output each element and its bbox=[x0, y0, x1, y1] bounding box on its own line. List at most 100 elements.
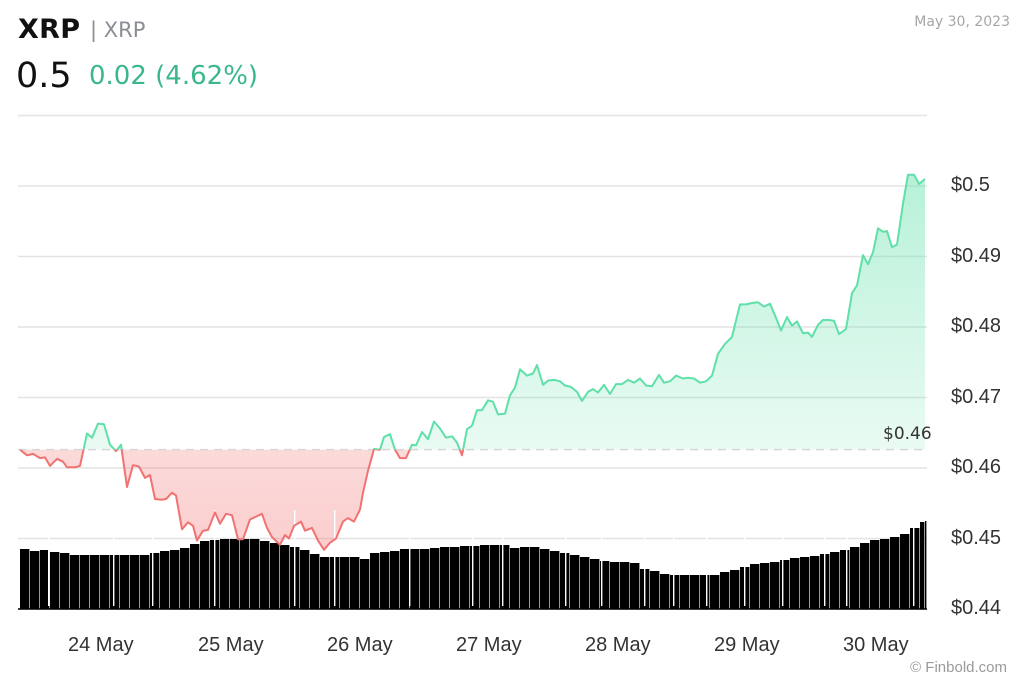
area-fill bbox=[20, 449, 464, 550]
volume-bar bbox=[90, 555, 100, 609]
volume-bar bbox=[810, 556, 820, 609]
volume-bar bbox=[110, 555, 120, 609]
volume-bar bbox=[410, 549, 420, 609]
volume-separator bbox=[409, 510, 411, 606]
current-price: 0.5 bbox=[16, 56, 72, 96]
volume-bar bbox=[20, 549, 30, 609]
volume-bar bbox=[590, 559, 600, 609]
volume-bars bbox=[18, 510, 927, 610]
volume-bar bbox=[670, 575, 680, 609]
volume-bar bbox=[460, 546, 470, 609]
volume-bar bbox=[800, 557, 810, 609]
volume-bar bbox=[270, 543, 280, 609]
volume-bar bbox=[730, 570, 740, 609]
y-tick-label: $0.5 bbox=[951, 174, 990, 196]
volume-bar bbox=[925, 521, 927, 609]
volume-bar bbox=[30, 551, 40, 609]
volume-bar bbox=[630, 563, 640, 609]
volume-bar bbox=[430, 548, 440, 609]
volume-separator bbox=[48, 510, 50, 606]
volume-bar bbox=[690, 575, 700, 609]
y-tick-label: $0.45 bbox=[951, 526, 1002, 549]
x-tick-label: 25 May bbox=[198, 634, 264, 656]
volume-bar bbox=[60, 553, 70, 609]
volume-bar bbox=[750, 564, 760, 609]
volume-separator bbox=[113, 510, 115, 606]
y-tick-label: $0.49 bbox=[951, 244, 1002, 267]
y-tick-label: $0.48 bbox=[951, 315, 1002, 337]
volume-bar bbox=[240, 539, 250, 609]
price-line-segment bbox=[19, 449, 465, 551]
volume-bar bbox=[70, 555, 80, 609]
volume-separator bbox=[472, 510, 474, 606]
volume-bar bbox=[610, 562, 620, 609]
volume-bar bbox=[200, 541, 210, 609]
volume-bar bbox=[250, 539, 260, 609]
volume-bar bbox=[520, 547, 530, 609]
volume-bar bbox=[390, 551, 400, 609]
volume-bar bbox=[340, 557, 350, 609]
volume-bar bbox=[700, 575, 710, 609]
volume-bar bbox=[450, 547, 460, 609]
volume-separator bbox=[644, 510, 646, 606]
volume-separator bbox=[565, 510, 567, 606]
volume-bar bbox=[500, 545, 510, 609]
volume-bar bbox=[780, 560, 790, 609]
volume-bar bbox=[650, 571, 660, 609]
volume-bar bbox=[840, 550, 850, 609]
volume-bar bbox=[470, 546, 480, 609]
volume-bar bbox=[220, 539, 230, 609]
y-tick-label: $0.44 bbox=[951, 597, 1002, 619]
volume-bar bbox=[420, 549, 430, 609]
volume-bar bbox=[720, 572, 730, 609]
price-change: 0.02 (4.62%) bbox=[89, 61, 259, 91]
x-tick-label: 24 May bbox=[68, 634, 134, 656]
reference-price-label: $0.46 bbox=[883, 424, 932, 444]
volume-bar bbox=[40, 550, 50, 609]
volume-bar bbox=[140, 555, 150, 609]
volume-bar bbox=[260, 541, 270, 609]
volume-separator bbox=[846, 510, 848, 606]
volume-bar bbox=[620, 562, 630, 609]
volume-bar bbox=[350, 557, 360, 609]
volume-bar bbox=[550, 551, 560, 609]
volume-bar bbox=[230, 539, 240, 609]
volume-bar bbox=[170, 550, 180, 609]
asset-symbol: XRP bbox=[18, 14, 81, 45]
y-tick-label: $0.47 bbox=[951, 385, 1002, 408]
volume-bar bbox=[180, 548, 190, 609]
volume-separator bbox=[673, 510, 675, 606]
volume-bar bbox=[770, 562, 780, 609]
volume-bar bbox=[400, 549, 410, 609]
volume-separator bbox=[744, 510, 746, 606]
volume-bar bbox=[480, 545, 490, 609]
volume-bar bbox=[660, 574, 670, 609]
volume-bar bbox=[360, 559, 370, 609]
volume-bar bbox=[320, 557, 330, 609]
y-tick-label: $0.46 bbox=[951, 456, 1002, 478]
x-tick-label: 28 May bbox=[585, 634, 651, 656]
volume-bar bbox=[600, 561, 610, 609]
volume-bar bbox=[860, 543, 870, 609]
volume-bar bbox=[190, 544, 200, 609]
volume-bar bbox=[760, 563, 770, 609]
x-tick-label: 30 May bbox=[843, 634, 909, 656]
volume-separator bbox=[824, 510, 826, 606]
volume-bar bbox=[540, 549, 550, 609]
volume-bar bbox=[280, 545, 290, 609]
volume-bar bbox=[680, 575, 690, 609]
finbold-credit: © Finbold.com bbox=[910, 659, 1007, 676]
volume-bar bbox=[530, 547, 540, 609]
volume-bar bbox=[440, 547, 450, 609]
volume-bar bbox=[310, 554, 320, 609]
volume-bar bbox=[870, 540, 880, 609]
volume-bar bbox=[100, 555, 110, 609]
volume-bar bbox=[490, 545, 500, 609]
volume-bar bbox=[50, 552, 60, 609]
volume-bar bbox=[560, 553, 570, 609]
volume-bar bbox=[790, 558, 800, 609]
volume-bar bbox=[300, 550, 310, 609]
chart-date: May 30, 2023 bbox=[914, 14, 1010, 30]
volume-bar bbox=[380, 552, 390, 609]
volume-separator bbox=[294, 510, 296, 606]
